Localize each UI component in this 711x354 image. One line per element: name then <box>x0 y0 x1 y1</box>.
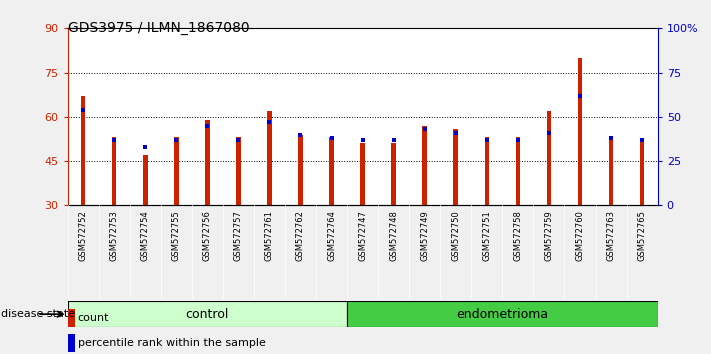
Text: GSM572747: GSM572747 <box>358 210 367 261</box>
Text: control: control <box>186 308 229 321</box>
Bar <box>329 137 334 205</box>
Text: GSM572749: GSM572749 <box>420 210 429 261</box>
Text: GSM572764: GSM572764 <box>327 210 336 261</box>
Text: GSM572750: GSM572750 <box>451 210 460 261</box>
Bar <box>360 143 365 205</box>
Text: GSM572751: GSM572751 <box>482 210 491 261</box>
Text: GSM572765: GSM572765 <box>638 210 646 261</box>
Text: GSM572755: GSM572755 <box>172 210 181 261</box>
Text: disease state: disease state <box>1 309 75 319</box>
Bar <box>347 301 658 327</box>
Bar <box>391 143 396 205</box>
Text: GSM572754: GSM572754 <box>141 210 150 261</box>
Bar <box>81 96 85 205</box>
Text: GSM572748: GSM572748 <box>389 210 398 261</box>
Text: count: count <box>78 313 109 323</box>
Bar <box>68 301 347 327</box>
Bar <box>484 137 489 205</box>
Text: GSM572758: GSM572758 <box>513 210 523 261</box>
Text: GSM572762: GSM572762 <box>296 210 305 261</box>
Text: GSM572759: GSM572759 <box>545 210 553 261</box>
Text: GSM572760: GSM572760 <box>575 210 584 261</box>
Bar <box>68 309 75 327</box>
Bar <box>422 126 427 205</box>
Text: GDS3975 / ILMN_1867080: GDS3975 / ILMN_1867080 <box>68 21 249 35</box>
Bar <box>298 135 303 205</box>
Text: endometrioma: endometrioma <box>456 308 548 321</box>
Bar <box>547 111 551 205</box>
Text: GSM572753: GSM572753 <box>109 210 119 261</box>
Bar <box>143 155 147 205</box>
Text: GSM572757: GSM572757 <box>234 210 243 261</box>
Bar <box>515 137 520 205</box>
Bar <box>267 111 272 205</box>
Text: GSM572752: GSM572752 <box>79 210 87 261</box>
Bar <box>68 334 75 352</box>
Bar <box>578 58 582 205</box>
Bar <box>205 120 210 205</box>
Text: GSM572761: GSM572761 <box>265 210 274 261</box>
Bar <box>174 137 178 205</box>
Text: GSM572756: GSM572756 <box>203 210 212 261</box>
Bar <box>609 137 614 205</box>
Bar <box>236 137 241 205</box>
Text: GSM572763: GSM572763 <box>606 210 616 261</box>
Bar <box>112 137 117 205</box>
Bar <box>640 141 644 205</box>
Bar <box>454 129 458 205</box>
Text: percentile rank within the sample: percentile rank within the sample <box>78 338 266 348</box>
